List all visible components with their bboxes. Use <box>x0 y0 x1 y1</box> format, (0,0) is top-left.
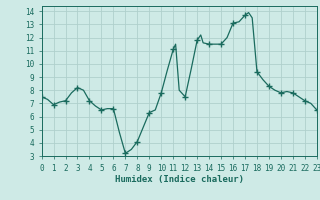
X-axis label: Humidex (Indice chaleur): Humidex (Indice chaleur) <box>115 175 244 184</box>
